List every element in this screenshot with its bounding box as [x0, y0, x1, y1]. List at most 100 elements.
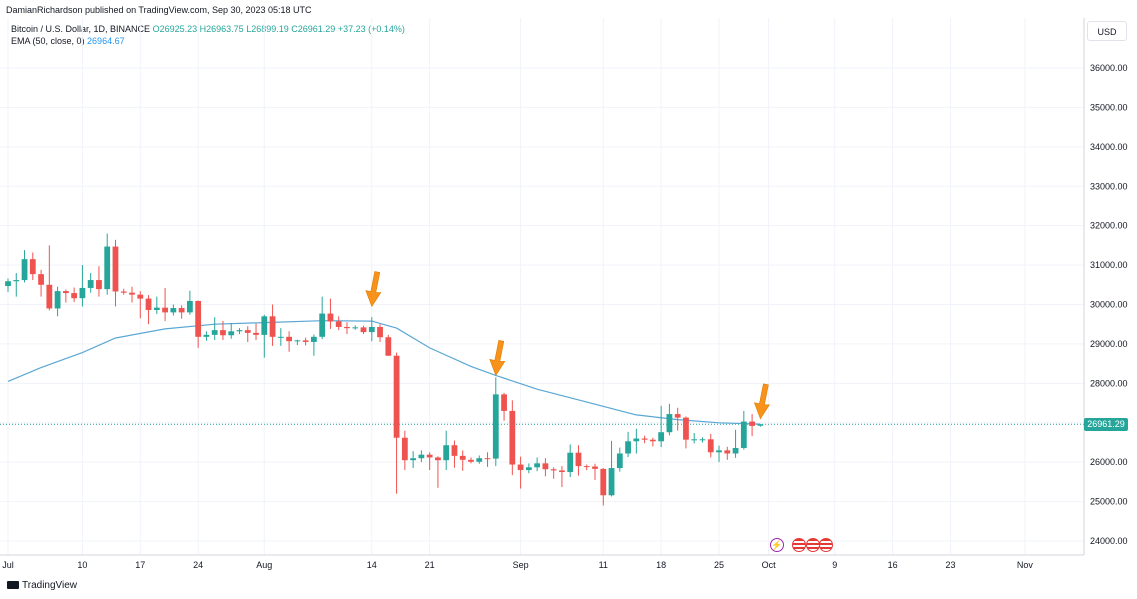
- candle-up: [319, 313, 326, 337]
- candle-up: [54, 291, 61, 309]
- x-tick-label: 24: [193, 560, 203, 570]
- candle-up: [525, 467, 532, 471]
- candle-up: [261, 316, 268, 335]
- candle-down: [459, 455, 466, 460]
- candle-up: [277, 336, 284, 338]
- candle-down: [302, 340, 309, 342]
- candle-down: [96, 280, 102, 290]
- candle-down: [468, 459, 474, 462]
- high-value: H26963.75: [199, 24, 244, 34]
- candle-down: [62, 291, 69, 294]
- candle-down: [38, 274, 44, 285]
- candle-up: [21, 259, 28, 281]
- x-tick-label: 14: [367, 560, 377, 570]
- candle-down: [393, 355, 400, 438]
- candle-down: [649, 439, 656, 442]
- candle-down: [46, 284, 53, 309]
- candle-down: [71, 293, 78, 299]
- candle-down: [542, 463, 549, 470]
- x-tick-label: Jul: [2, 560, 14, 570]
- candle-down: [269, 316, 276, 337]
- candle-up: [666, 414, 673, 433]
- currency-button[interactable]: USD: [1087, 21, 1127, 41]
- x-tick-label: 17: [135, 560, 145, 570]
- candle-up: [410, 458, 417, 461]
- candle-down: [550, 469, 557, 471]
- candle-up: [658, 432, 665, 442]
- down-arrow-annotation: [365, 271, 382, 308]
- candle-up: [625, 441, 631, 454]
- tradingview-icon: [7, 581, 19, 589]
- y-tick-label: 32000.00: [1090, 221, 1128, 231]
- candle-down: [385, 337, 392, 356]
- low-value: L26899.19: [246, 24, 289, 34]
- x-tick-label: 18: [656, 560, 666, 570]
- y-tick-label: 30000.00: [1090, 300, 1128, 310]
- candle-up: [236, 330, 243, 332]
- tradingview-logo[interactable]: TradingView: [7, 580, 77, 591]
- x-tick-label: 21: [425, 560, 435, 570]
- candle-down: [509, 410, 516, 465]
- candle-down: [484, 458, 491, 460]
- candle-down: [29, 259, 36, 275]
- candle-up: [616, 453, 623, 469]
- us-flag-icon[interactable]: [819, 538, 834, 552]
- candle-up: [567, 452, 574, 473]
- ema-legend: EMA (50, close, 0) 26964.67: [11, 36, 125, 46]
- candle-down: [145, 298, 152, 311]
- candle-down: [120, 291, 127, 293]
- candle-up: [757, 424, 764, 426]
- tradingview-brand: TradingView: [22, 580, 78, 591]
- ema-label[interactable]: EMA (50, close, 0): [11, 36, 85, 46]
- publisher-line: DamianRichardson published on TradingVie…: [6, 5, 312, 15]
- last-price-tag: 26961.29: [1084, 418, 1128, 431]
- candle-up: [211, 330, 218, 335]
- x-tick-label: Oct: [762, 560, 777, 570]
- candle-down: [195, 300, 202, 337]
- x-tick-label: Nov: [1017, 560, 1034, 570]
- candle-down: [162, 307, 168, 313]
- candle-up: [633, 438, 640, 442]
- candle-up: [186, 300, 193, 313]
- candle-up: [13, 280, 20, 282]
- candle-down: [377, 326, 383, 338]
- down-arrow-annotation: [753, 383, 770, 420]
- symbol-name[interactable]: Bitcoin / U.S. Dollar, 1D, BINANCE: [11, 24, 151, 34]
- candle-down: [244, 330, 251, 333]
- candle-up: [443, 445, 450, 461]
- candle-up: [732, 447, 739, 454]
- candle-up: [153, 307, 160, 311]
- x-tick-label: 23: [946, 560, 956, 570]
- y-tick-label: 34000.00: [1090, 142, 1128, 152]
- open-value: O26925.23: [152, 24, 198, 34]
- us-flag-icon[interactable]: [805, 538, 820, 552]
- candle-down: [344, 326, 350, 329]
- y-tick-label: 25000.00: [1090, 497, 1128, 507]
- candle-down: [583, 466, 590, 468]
- economic-events[interactable]: ⚡: [770, 538, 834, 554]
- x-tick-label: Sep: [513, 560, 529, 570]
- candle-down: [575, 452, 582, 467]
- lightning-icon[interactable]: ⚡: [770, 538, 784, 552]
- down-arrow-annotation: [489, 340, 506, 377]
- us-flag-icon[interactable]: [792, 538, 807, 552]
- candle-up: [492, 394, 499, 459]
- y-tick-label: 26000.00: [1090, 457, 1128, 467]
- y-tick-label: 31000.00: [1090, 260, 1128, 270]
- ema-line: [7, 320, 761, 425]
- candle-up: [716, 450, 722, 453]
- candle-up: [740, 421, 747, 448]
- candle-up: [691, 439, 698, 441]
- candle-up: [534, 463, 541, 468]
- candle-down: [724, 450, 731, 454]
- x-tick-label: 10: [77, 560, 87, 570]
- candle-down: [426, 454, 433, 458]
- candle-down: [253, 332, 259, 335]
- candle-down: [137, 294, 144, 299]
- candle-up: [352, 327, 359, 329]
- candle-down: [641, 438, 648, 440]
- candle-up: [368, 326, 375, 333]
- y-tick-label: 24000.00: [1090, 536, 1128, 546]
- ema-value: 26964.67: [87, 36, 125, 46]
